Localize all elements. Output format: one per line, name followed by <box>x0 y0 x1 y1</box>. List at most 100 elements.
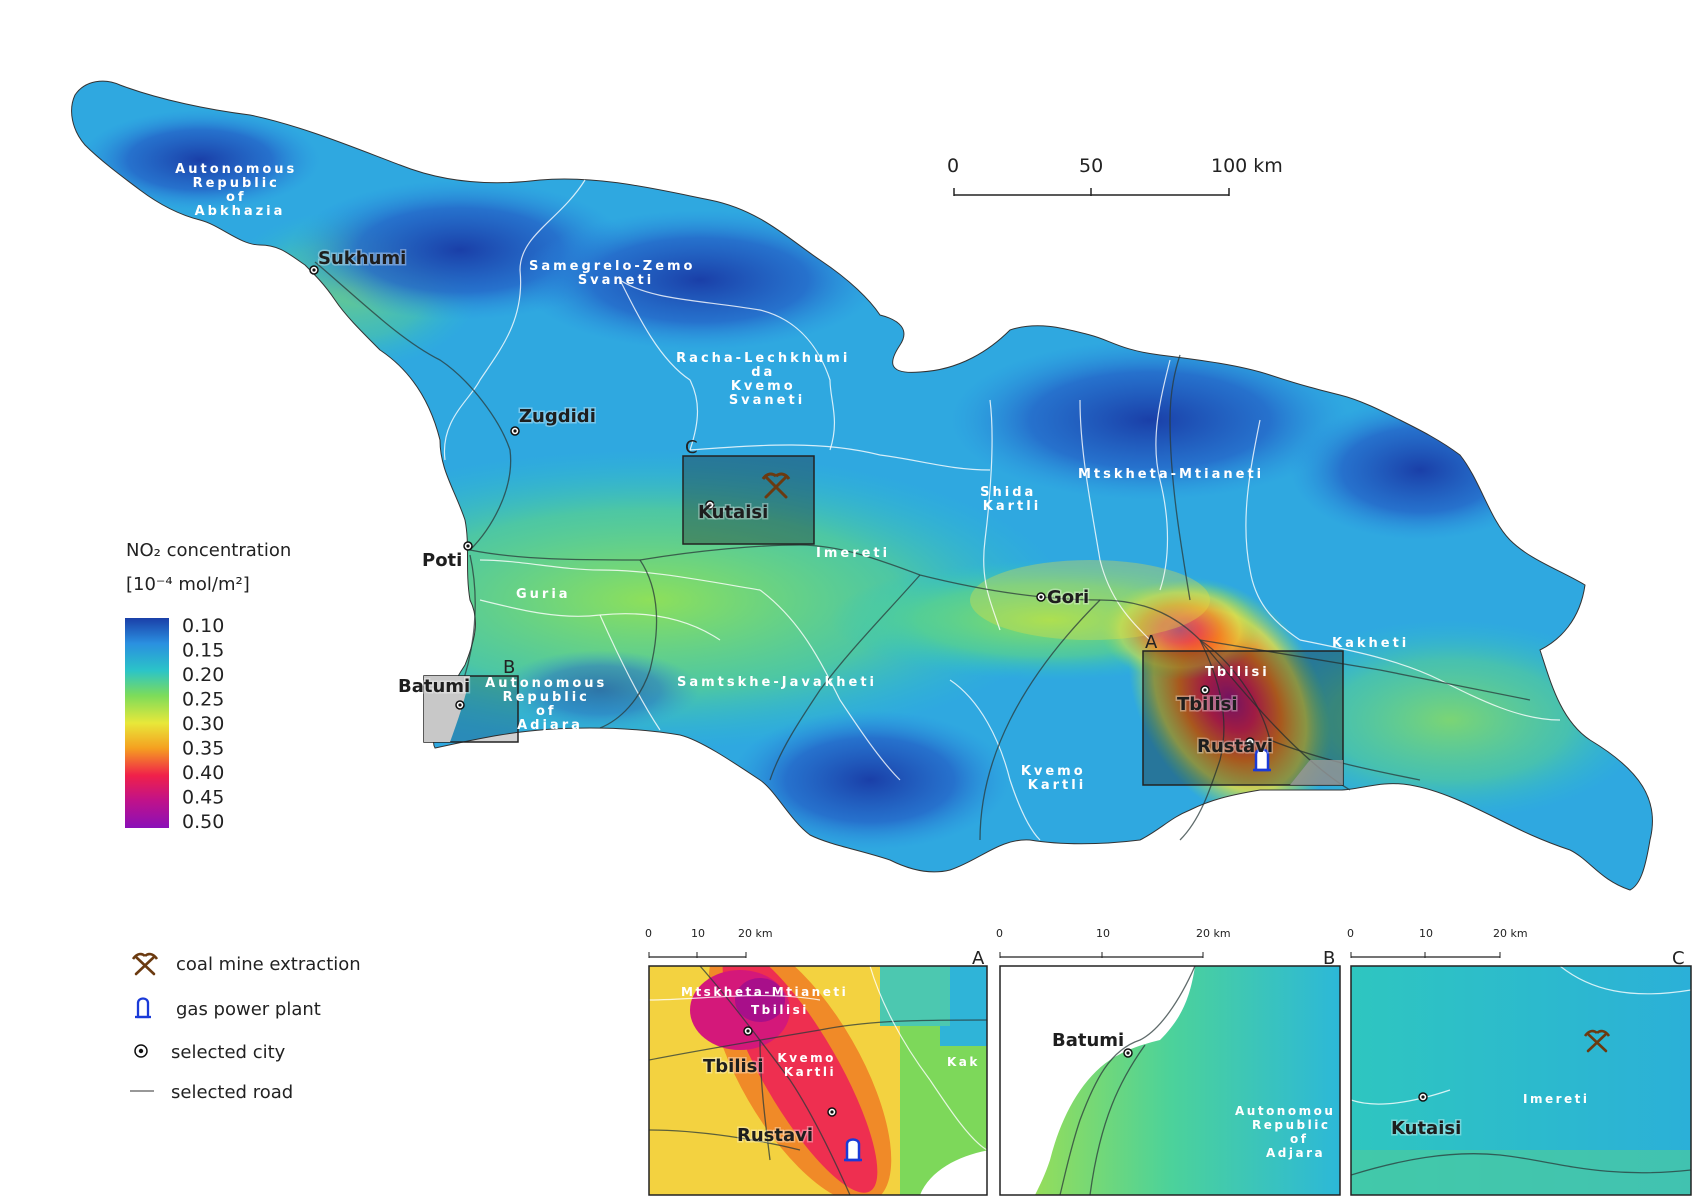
legend-tick-label: 0.15 <box>182 640 224 662</box>
scale-bar: 0 50 100 km <box>947 155 1283 196</box>
svg-text:0: 0 <box>645 927 652 940</box>
svg-text:Tbilisi: Tbilisi <box>703 1056 764 1077</box>
legend-gas-label: gas power plant <box>176 999 321 1020</box>
legend-tick-label: 0.30 <box>182 713 224 735</box>
svg-text:Rustavi: Rustavi <box>737 1125 813 1146</box>
no2-raster <box>71 81 1653 890</box>
svg-text:0: 0 <box>996 927 1003 940</box>
region-mtskheta: Mtskheta-Mtianeti <box>1078 467 1264 482</box>
svg-text:20 km: 20 km <box>1493 927 1528 940</box>
svg-text:20 km: 20 km <box>738 927 773 940</box>
svg-text:Rustavi: Rustavi <box>1197 736 1273 757</box>
inset-c-coal-mine-icon <box>1583 1029 1611 1053</box>
legend-tick-label: 0.45 <box>182 787 224 809</box>
region-tbilisi: Tbilisi <box>1205 665 1270 680</box>
region-kvemo-kartli: Kvemo Kartli <box>1021 764 1093 793</box>
coal-mine-icon <box>761 472 791 499</box>
inset-a[interactable]: 0 10 20 km A M <box>645 910 1000 1200</box>
legend-city-icon <box>134 1044 148 1058</box>
legend-tick-label: 0.35 <box>182 738 224 760</box>
georgia-map: A B C Autonomous Republic of Abkhazia Sa… <box>71 80 1654 891</box>
svg-text:10: 10 <box>1096 927 1110 940</box>
city-zugdidi: Zugdidi <box>510 405 597 436</box>
legend-tick-label: 0.25 <box>182 689 224 711</box>
inset-frame-c[interactable]: C <box>682 437 815 545</box>
legend-title-line1: NO₂ concentration <box>126 540 291 561</box>
svg-text:0: 0 <box>1347 927 1354 940</box>
inset-a-scale: 0 10 20 km <box>645 927 773 958</box>
region-labels: Autonomous Republic of Abkhazia Samegrel… <box>175 162 1409 793</box>
frame-c-label: C <box>685 437 698 458</box>
region-samegrelo: Samegrelo-Zemo Svaneti <box>529 259 703 288</box>
region-guria: Guria <box>516 587 571 602</box>
svg-text:Poti: Poti <box>422 550 462 571</box>
city-markers: Sukhumi Zugdidi Poti Kutaisi Batumi Gori <box>309 247 1275 759</box>
svg-text:10: 10 <box>1419 927 1433 940</box>
inset-a-city-rustavi: Rustavi <box>736 1107 837 1148</box>
frame-a-label: A <box>1145 632 1158 653</box>
legend-coal-label: coal mine extraction <box>176 954 361 975</box>
region-abkhazia: Autonomous Republic of Abkhazia <box>175 162 305 219</box>
gas-plant-icon <box>1253 748 1271 772</box>
city-poti: Poti <box>421 541 473 573</box>
svg-text:Batumi: Batumi <box>398 676 470 697</box>
inset-a-region-kakheti: Kak <box>947 1055 980 1069</box>
region-shida-kartli: Shida Kartli <box>980 485 1044 514</box>
legend-tick-label: 0.20 <box>182 664 224 686</box>
city-batumi: Batumi <box>397 675 472 710</box>
legend-coal-icon <box>131 952 159 976</box>
inset-b-letter: B <box>1323 948 1335 969</box>
legend-tick-label: 0.40 <box>182 762 224 784</box>
inset-b-region-adjara: Autonomou Republic of Adjara <box>1235 1104 1342 1160</box>
svg-text:Kutaisi: Kutaisi <box>698 502 768 523</box>
svg-text:Tbilisi: Tbilisi <box>1177 694 1238 715</box>
svg-text:Zugdidi: Zugdidi <box>519 406 596 427</box>
city-rustavi: Rustavi <box>1196 735 1275 759</box>
region-samtskhe: Samtskhe-Javakheti <box>677 675 877 690</box>
legend-colorbar <box>125 618 169 828</box>
scale-label-100: 100 km <box>1211 155 1283 177</box>
inset-a-region-mtskheta: Mtskheta-Mtianeti <box>681 985 848 999</box>
scale-label-50: 50 <box>1079 155 1103 177</box>
inset-frame-b[interactable]: B <box>423 657 519 743</box>
inset-b-scale: 0 10 20 km <box>996 927 1231 958</box>
inset-c-scale: 0 10 20 km <box>1347 927 1528 958</box>
legend-tick-label: 0.50 <box>182 811 224 833</box>
inset-a-city-tbilisi: Tbilisi <box>702 1026 765 1079</box>
inset-b-city-batumi: Batumi <box>1051 1029 1133 1058</box>
legend-ticks: 0.10 0.150.20 0.250.30 0.350.40 0.450.50 <box>182 615 224 833</box>
admin-boundaries <box>443 179 1561 841</box>
region-imereti: Imereti <box>816 546 890 561</box>
inset-a-region-tbilisi: Tbilisi <box>751 1003 809 1017</box>
svg-text:Sukhumi: Sukhumi <box>318 248 406 269</box>
inset-b[interactable]: 0 10 20 km B Autonomou Republic of Adjar… <box>996 927 1342 1196</box>
region-kakheti: Kakheti <box>1332 636 1409 651</box>
svg-text:Kutaisi: Kutaisi <box>1391 1118 1461 1139</box>
inset-c[interactable]: 0 10 20 km C Imereti Kutaisi <box>1347 927 1692 1196</box>
inset-frame-a[interactable]: A <box>1142 632 1344 786</box>
inset-c-letter: C <box>1672 948 1685 969</box>
region-adjara: Autonomous Republic of Adjara <box>485 676 615 733</box>
region-racha: Racha-Lechkhumi da Kvemo Svaneti <box>676 351 858 408</box>
frame-b-label: B <box>503 657 515 678</box>
symbol-legend: coal mine extraction gas power plant sel… <box>130 952 361 1103</box>
legend-title-line2: [10⁻⁴ mol/m²] <box>126 574 250 595</box>
legend-city-label: selected city <box>171 1042 286 1063</box>
inset-a-region-kvemo: Kvemo Kartli <box>777 1051 842 1079</box>
svg-text:Gori: Gori <box>1047 587 1089 608</box>
city-sukhumi: Sukhumi <box>309 247 408 275</box>
color-legend: NO₂ concentration [10⁻⁴ mol/m²] 0.10 0.15… <box>125 540 291 833</box>
svg-text:10: 10 <box>691 927 705 940</box>
city-gori: Gori <box>1036 586 1091 610</box>
svg-text:Batumi: Batumi <box>1052 1030 1124 1051</box>
city-tbilisi: Tbilisi <box>1176 685 1239 717</box>
svg-text:20 km: 20 km <box>1196 927 1231 940</box>
inset-a-gas-plant-icon <box>844 1138 862 1162</box>
scale-label-0: 0 <box>947 155 959 177</box>
legend-tick-label: 0.10 <box>182 615 224 637</box>
inset-c-region-imereti: Imereti <box>1523 1092 1590 1106</box>
legend-gas-icon <box>135 997 151 1019</box>
legend-road-label: selected road <box>171 1082 293 1103</box>
city-kutaisi: Kutaisi <box>697 500 770 525</box>
